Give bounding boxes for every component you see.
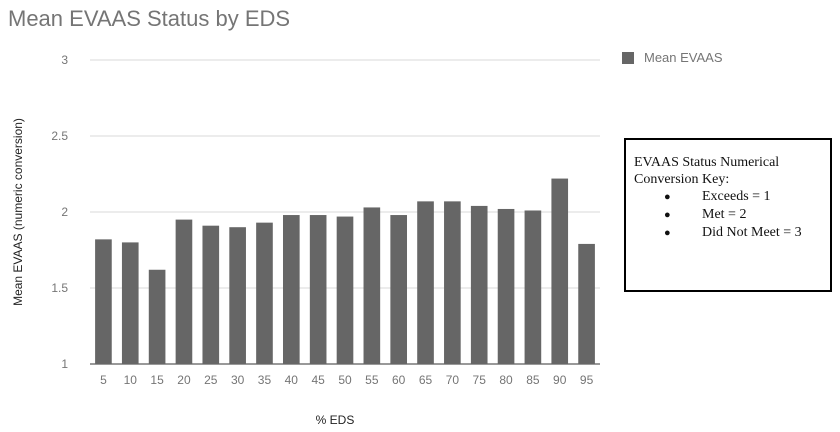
bar (578, 243, 595, 364)
bar (282, 215, 300, 364)
x-tick-label: 35 (258, 373, 272, 387)
x-tick-label: 10 (124, 373, 138, 387)
x-tick-label: 80 (499, 373, 513, 387)
x-tick-label: 30 (231, 373, 245, 387)
key-item: Met = 2 (634, 206, 822, 224)
x-tick-label: 75 (473, 373, 487, 387)
x-tick-label: 25 (204, 373, 218, 387)
y-tick-label: 3 (61, 53, 68, 67)
x-tick-label: 5 (100, 373, 107, 387)
legend-swatch (622, 51, 634, 64)
x-tick-label: 60 (392, 373, 406, 387)
bar (121, 242, 139, 364)
key-item: Exceeds = 1 (634, 188, 822, 206)
x-tick-label: 20 (177, 373, 191, 387)
bar (148, 269, 166, 364)
x-tick-label: 40 (285, 373, 299, 387)
x-tick-label: 45 (311, 373, 325, 387)
bar (175, 219, 193, 364)
x-tick-label: 50 (338, 373, 352, 387)
bar (524, 210, 542, 364)
bar (363, 207, 381, 364)
bar (470, 205, 488, 364)
bar (390, 215, 408, 364)
conversion-key-box: EVAAS Status Numerical Conversion Key: E… (624, 138, 832, 292)
key-item: Did Not Meet = 3 (634, 224, 822, 242)
y-tick-label: 2.5 (51, 129, 68, 143)
key-list: Exceeds = 1 Met = 2 Did Not Meet = 3 (634, 188, 822, 242)
bar (444, 201, 461, 364)
x-tick-label: 85 (526, 373, 540, 387)
legend: Mean EVAAS (622, 50, 723, 65)
x-tick-label: 70 (446, 373, 460, 387)
x-tick-label: 55 (365, 373, 379, 387)
x-axis-title: % EDS (316, 413, 355, 427)
x-tick-label: 15 (150, 373, 164, 387)
x-tick-label: 90 (553, 373, 567, 387)
y-tick-label: 1 (61, 357, 68, 371)
bar (229, 227, 246, 364)
y-axis-title: Mean EVAAS (numeric conversion) (11, 118, 25, 306)
y-tick-label: 1.5 (51, 281, 68, 295)
bar (202, 225, 220, 364)
bar (551, 178, 569, 364)
x-tick-label: 65 (419, 373, 433, 387)
key-title: EVAAS Status Numerical Conversion Key: (634, 155, 780, 187)
y-tick-label: 2 (61, 205, 68, 219)
bar (309, 215, 327, 364)
bar (497, 208, 515, 364)
legend-label: Mean EVAAS (644, 50, 723, 65)
bar (95, 239, 112, 364)
bar (417, 201, 434, 364)
bar (256, 222, 273, 364)
x-tick-label: 95 (580, 373, 594, 387)
chart-title: Mean EVAAS Status by EDS (8, 6, 291, 31)
bar (336, 216, 354, 364)
